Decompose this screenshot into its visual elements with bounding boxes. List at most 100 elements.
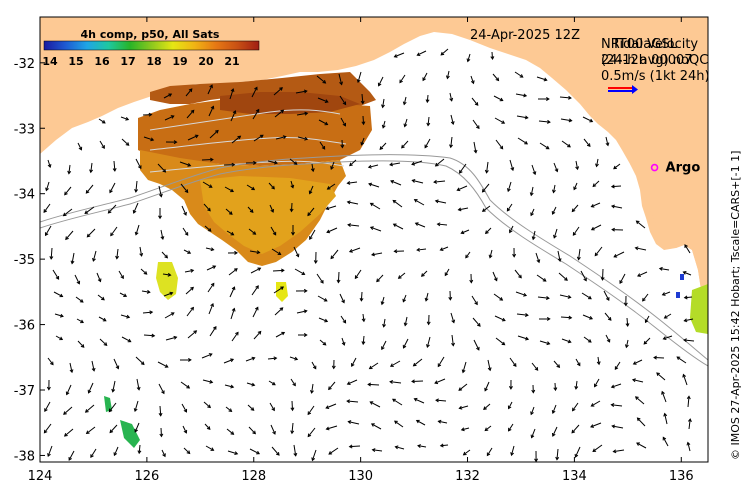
velocity-arrow [231, 331, 239, 342]
velocity-arrow [470, 75, 475, 85]
velocity-arrow [325, 205, 337, 211]
y-tick-label: -32 [14, 57, 35, 72]
velocity-arrow [624, 339, 629, 349]
velocity-arrow [330, 249, 339, 260]
velocity-arrow [613, 251, 625, 258]
colorbar-tick-label: 18 [146, 55, 161, 68]
velocity-arrow [250, 267, 262, 274]
colorbar-tick-label: 21 [224, 55, 239, 68]
velocity-arrow [683, 318, 694, 323]
velocity-arrow [85, 426, 96, 435]
velocity-arrow [158, 185, 163, 198]
velocity-arrow [451, 334, 456, 347]
velocity-arrow [230, 307, 236, 320]
velocity-arrow [336, 271, 341, 284]
velocity-arrow [531, 362, 539, 371]
velocity-arrow [294, 268, 306, 276]
velocity-arrow [183, 249, 192, 254]
velocity-arrow [158, 383, 165, 395]
velocity-arrow [471, 295, 478, 306]
velocity-arrow [572, 402, 579, 412]
colorbar-tick-label: 14 [42, 55, 58, 68]
velocity-arrow [273, 286, 285, 294]
velocity-arrow [341, 337, 346, 346]
velocity-arrow [182, 425, 188, 434]
velocity-arrow [201, 353, 213, 359]
velocity-arrow [559, 294, 572, 299]
velocity-arrow [328, 447, 339, 455]
velocity-arrow [115, 248, 120, 260]
velocity-arrow [516, 313, 529, 317]
velocity-arrow [347, 223, 360, 228]
velocity-arrow [76, 318, 84, 324]
legend-scale-text: 0.5m/s (1kt 24h) [601, 69, 710, 84]
velocity-arrow [539, 142, 550, 150]
velocity-arrow [492, 271, 498, 282]
velocity-arrow [77, 340, 85, 348]
velocity-arrow [164, 115, 175, 121]
legend-overlap-line-1: NRT00aGSL [601, 37, 678, 52]
velocity-arrow [290, 378, 296, 387]
velocity-arrow [553, 162, 559, 173]
velocity-arrow [552, 184, 556, 194]
velocity-arrow [207, 282, 215, 293]
velocity-arrow [558, 272, 568, 281]
velocity-arrow [224, 384, 235, 389]
velocity-arrow [271, 446, 280, 456]
velocity-arrow [551, 426, 558, 437]
velocity-arrow [111, 380, 116, 393]
velocity-arrow [392, 398, 403, 406]
velocity-arrow [494, 315, 506, 322]
velocity-arrow [461, 361, 467, 374]
velocity-arrow [462, 449, 471, 456]
velocity-arrow [515, 93, 528, 98]
velocity-arrow [245, 160, 257, 165]
velocity-arrow [54, 313, 64, 318]
velocity-arrow [394, 445, 405, 450]
velocity-arrow [319, 339, 327, 346]
velocity-arrow [163, 93, 173, 99]
velocity-arrow [683, 295, 693, 300]
velocity-arrow [65, 230, 74, 241]
velocity-arrow [424, 138, 431, 149]
velocity-arrow [368, 362, 379, 370]
velocity-arrow [184, 268, 195, 273]
velocity-arrow [416, 50, 427, 56]
velocity-arrow [559, 95, 572, 100]
velocity-arrow [202, 181, 213, 188]
velocity-arrow [610, 403, 623, 407]
velocity-arrow [134, 224, 140, 236]
velocity-arrow [397, 272, 406, 279]
colorbar-tick-label: 16 [94, 55, 110, 68]
velocity-arrow [367, 382, 380, 387]
velocity-arrow [268, 380, 276, 386]
velocity-arrow [162, 272, 172, 277]
velocity-arrow [141, 289, 151, 294]
x-tick-label: 130 [348, 469, 373, 484]
velocity-arrow [252, 306, 259, 318]
velocity-arrow [249, 448, 261, 455]
velocity-arrow [134, 422, 140, 433]
velocity-arrow [143, 333, 156, 338]
velocity-arrow [538, 119, 551, 124]
legend-velocity-line-1: Tidal Velocity [611, 37, 698, 52]
velocity-arrow [165, 140, 178, 145]
velocity-arrow [313, 251, 318, 264]
velocity-arrow [132, 202, 139, 214]
velocity-arrow [349, 159, 357, 167]
colorbar-tick-label: 20 [198, 55, 214, 68]
velocity-arrow [472, 317, 481, 327]
velocity-arrow [413, 397, 425, 404]
velocity-arrow [572, 226, 580, 236]
velocity-arrow [592, 444, 603, 453]
velocity-arrow [553, 228, 558, 239]
velocity-arrow [393, 249, 405, 254]
velocity-arrow [109, 182, 116, 194]
velocity-arrow [610, 184, 622, 189]
velocity-arrow [420, 270, 428, 277]
velocity-arrow [248, 228, 257, 235]
velocity-arrow [381, 120, 386, 129]
velocity-arrow [434, 158, 445, 167]
velocity-arrow [683, 338, 695, 343]
